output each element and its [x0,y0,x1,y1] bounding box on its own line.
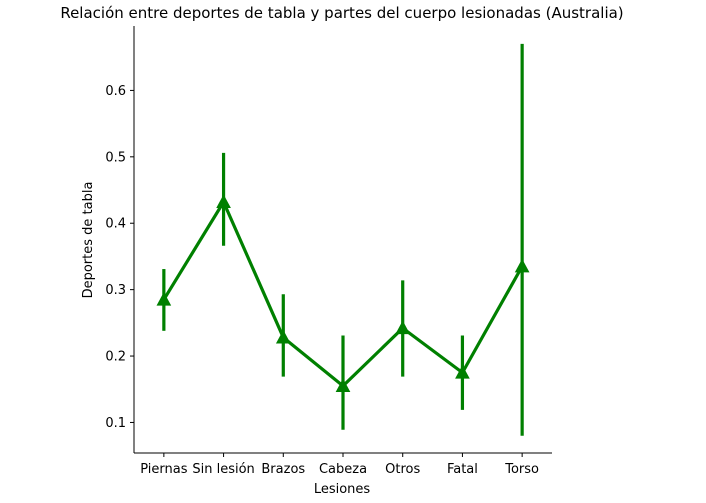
chart-title: Relación entre deportes de tabla y parte… [60,4,623,22]
data-point-marker [275,329,291,344]
x-tick-label: Torso [504,462,539,477]
data-point-marker [216,194,231,209]
y-tick-label: 0.1 [105,416,126,431]
data-point-marker [156,292,172,306]
data-point-marker [514,258,530,273]
x-tick-label: Cabeza [319,462,367,477]
y-axis-label: Deportes de tabla [81,182,96,299]
x-ticks: Piernas Sin lesión Brazos Cabeza Otros Fatal T… [140,453,539,477]
data-point-marker [455,365,470,379]
y-ticks: 0.1 0.2 0.3 0.4 0.5 0.6 [105,84,134,431]
y-tick-label: 0.5 [105,150,126,165]
y-tick-label: 0.3 [105,283,126,298]
data-point-marker [395,320,411,335]
x-tick-label: Sin lesión [192,462,254,477]
x-axis-label: Lesiones [314,482,371,497]
y-tick-label: 0.2 [105,350,126,365]
series-line-group [156,43,530,436]
x-tick-label: Fatal [447,462,478,477]
x-tick-label: Piernas [140,462,187,477]
y-tick-label: 0.6 [105,84,126,99]
y-tick-label: 0.4 [105,217,126,232]
data-point-marker [335,378,351,392]
x-tick-label: Brazos [261,462,305,477]
x-tick-label: Otros [385,462,420,477]
